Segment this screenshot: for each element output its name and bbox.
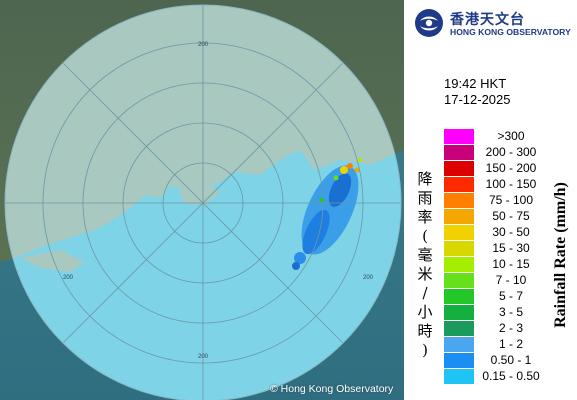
legend-range-label: 10 - 15 bbox=[492, 257, 530, 271]
legend-swatch bbox=[444, 353, 474, 368]
observatory-name-english: HONG KONG OBSERVATORY bbox=[450, 27, 571, 37]
range-label-north: 200 bbox=[198, 42, 209, 48]
legend-title-chinese-char: 雨 bbox=[417, 189, 433, 207]
radar-land bbox=[5, 5, 401, 262]
legend-range-label: >300 bbox=[497, 129, 525, 143]
observation-date: 17-12-2025 bbox=[444, 92, 511, 107]
legend-row: 10 - 15 bbox=[444, 257, 576, 272]
legend-row: 1 - 2 bbox=[444, 337, 576, 352]
legend-row: 7 - 10 bbox=[444, 273, 576, 288]
radar-map-canvas: 200 200 200 200 bbox=[0, 0, 404, 400]
range-rings bbox=[5, 5, 401, 400]
legend-swatch bbox=[444, 337, 474, 352]
legend-range-label: 7 - 10 bbox=[495, 273, 527, 287]
legend-row: 200 - 300 bbox=[444, 145, 576, 160]
legend-title-english: Rainfall Rate (mm/h) bbox=[552, 182, 569, 328]
legend-row: 2 - 3 bbox=[444, 321, 576, 336]
legend-swatch bbox=[444, 305, 474, 320]
legend-row: 150 - 200 bbox=[444, 161, 576, 176]
observatory-logo[interactable]: 香港天文台 HONG KONG OBSERVATORY bbox=[414, 6, 574, 42]
range-label-west: 200 bbox=[63, 275, 74, 281]
legend-swatch bbox=[444, 193, 474, 208]
legend-swatch bbox=[444, 225, 474, 240]
legend-range-label: 30 - 50 bbox=[492, 225, 530, 239]
radar-map[interactable]: 200 200 200 200 © Hong Kong Observatory bbox=[0, 0, 404, 400]
legend-title-chinese-char: 小 bbox=[417, 303, 433, 321]
legend-range-label: 2 - 3 bbox=[498, 321, 523, 335]
legend-title-chinese-char: / bbox=[422, 284, 428, 302]
legend-swatch bbox=[444, 289, 474, 304]
legend-title-chinese-char: ( bbox=[422, 227, 428, 245]
legend-range-label: 5 - 7 bbox=[498, 289, 523, 303]
legend-row: >300 bbox=[444, 129, 576, 144]
legend-title-chinese-char: 降 bbox=[417, 170, 433, 188]
legend-row: 3 - 5 bbox=[444, 305, 576, 320]
legend-range-label: 1 - 2 bbox=[498, 337, 523, 351]
legend-title-chinese-char: 時 bbox=[417, 322, 433, 340]
legend-range-label: 75 - 100 bbox=[488, 193, 534, 207]
observatory-name-chinese: 香港天文台 bbox=[450, 11, 525, 27]
legend-panel bbox=[404, 0, 577, 400]
legend-swatch bbox=[444, 273, 474, 288]
legend-row: 0.50 - 1 bbox=[444, 353, 576, 368]
copyright-text: © Hong Kong Observatory bbox=[270, 383, 394, 395]
legend-range-label: 3 - 5 bbox=[498, 305, 523, 319]
legend-swatch bbox=[444, 321, 474, 336]
legend-range-label: 100 - 150 bbox=[485, 177, 537, 191]
rain-echo-band bbox=[292, 158, 362, 270]
legend-swatch bbox=[444, 129, 474, 144]
legend-row: 50 - 75 bbox=[444, 209, 576, 224]
legend-swatch bbox=[444, 209, 474, 224]
legend-swatch bbox=[444, 161, 474, 176]
legend-row: 75 - 100 bbox=[444, 193, 576, 208]
observatory-logo-icon bbox=[415, 9, 443, 37]
legend-range-label: 150 - 200 bbox=[485, 161, 537, 175]
legend-swatch bbox=[444, 257, 474, 272]
legend-swatch bbox=[444, 177, 474, 192]
legend-title-chinese-char: 毫 bbox=[417, 246, 433, 264]
legend-row: 15 - 30 bbox=[444, 241, 576, 256]
legend-swatch bbox=[444, 241, 474, 256]
legend-range-label: 0.15 - 0.50 bbox=[482, 369, 540, 383]
legend-range-label: 0.50 - 1 bbox=[490, 353, 532, 367]
legend-row: 0.15 - 0.50 bbox=[444, 369, 576, 384]
legend-row: 5 - 7 bbox=[444, 289, 576, 304]
observation-time: 19:42 HKT bbox=[444, 76, 507, 91]
legend-range-label: 50 - 75 bbox=[492, 209, 530, 223]
radar-islands bbox=[20, 182, 220, 272]
legend-swatch bbox=[444, 145, 474, 160]
legend-title-chinese-char: ) bbox=[422, 341, 428, 359]
legend-row: 30 - 50 bbox=[444, 225, 576, 240]
legend-range-label: 15 - 30 bbox=[492, 241, 530, 255]
legend-title-chinese: 降雨率(毫米 / 小時) bbox=[415, 170, 435, 360]
range-label-south: 200 bbox=[198, 354, 209, 360]
legend-title-chinese-char: 米 bbox=[417, 265, 433, 283]
legend-title-chinese-char: 率 bbox=[417, 208, 433, 226]
legend-range-label: 200 - 300 bbox=[485, 145, 537, 159]
legend-swatch bbox=[444, 369, 474, 384]
range-label-east: 200 bbox=[363, 275, 374, 281]
legend-row: 100 - 150 bbox=[444, 177, 576, 192]
radar-edge bbox=[4, 4, 402, 400]
